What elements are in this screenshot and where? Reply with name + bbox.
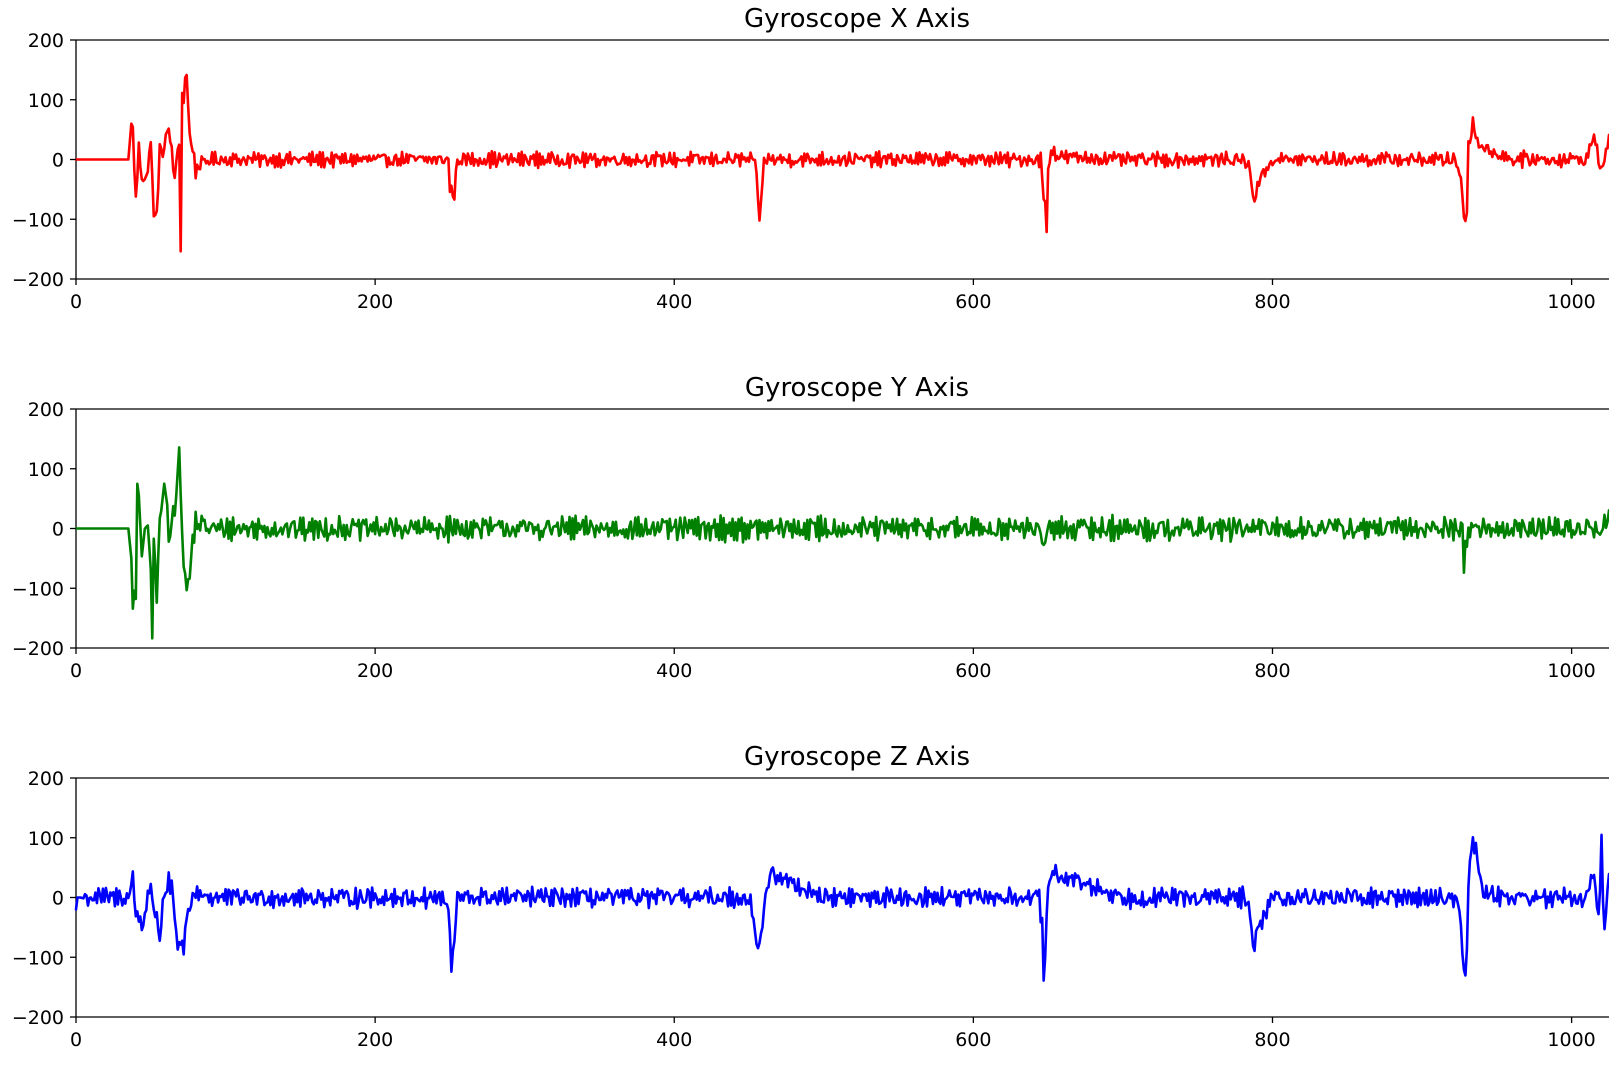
x-tick-label: 1000: [1547, 1029, 1595, 1051]
x-tick-label: 0: [70, 1029, 82, 1051]
y-tick-label: 100: [28, 828, 64, 850]
x-tick-label: 600: [955, 660, 991, 682]
chart-title: Gyroscope Z Axis: [744, 742, 970, 772]
x-tick-label: 200: [357, 1029, 393, 1051]
x-tick-label: 0: [70, 291, 82, 313]
x-tick-label: 0: [70, 660, 82, 682]
y-tick-label: −200: [12, 638, 64, 660]
series-line-y: [74, 446, 1609, 640]
chart-title: Gyroscope Y Axis: [745, 373, 969, 403]
y-tick-label: 0: [52, 519, 64, 541]
x-tick-label: 1000: [1547, 291, 1595, 313]
x-tick-label: 200: [357, 291, 393, 313]
x-tick-label: 800: [1254, 660, 1290, 682]
y-tick-label: 0: [52, 888, 64, 910]
x-tick-label: 800: [1254, 1029, 1290, 1051]
panel-gyroscope-z: Gyroscope Z Axis −200 −100 0 100 200 0 200 400 6…: [12, 742, 1609, 1051]
y-tick-label: 200: [28, 768, 64, 790]
x-tick-label: 600: [955, 291, 991, 313]
y-tick-label: −100: [12, 578, 64, 600]
y-tick-label: 100: [28, 459, 64, 481]
y-tick-label: −100: [12, 947, 64, 969]
panel-gyroscope-y: Gyroscope Y Axis −200 −100 0 100 200 0 200 400 6…: [12, 373, 1609, 682]
x-tick-label: 600: [955, 1029, 991, 1051]
series-line-x: [74, 73, 1609, 253]
y-tick-label: −200: [12, 1007, 64, 1029]
y-tick-label: 100: [28, 90, 64, 112]
chart-title: Gyroscope X Axis: [744, 4, 970, 34]
x-tick-label: 1000: [1547, 660, 1595, 682]
y-tick-label: 200: [28, 399, 64, 421]
x-tick-label: 200: [357, 660, 393, 682]
x-tick-label: 400: [656, 291, 692, 313]
x-tick-label: 400: [656, 1029, 692, 1051]
y-tick-label: 200: [28, 30, 64, 52]
x-tick-label: 800: [1254, 291, 1290, 313]
series-line-z: [74, 833, 1609, 982]
y-tick-label: −200: [12, 269, 64, 291]
y-tick-label: −100: [12, 209, 64, 231]
x-tick-label: 400: [656, 660, 692, 682]
panel-gyroscope-x: Gyroscope X Axis −200 −100 0 100 200 0 200 400 6…: [12, 4, 1609, 313]
y-tick-label: 0: [52, 150, 64, 172]
